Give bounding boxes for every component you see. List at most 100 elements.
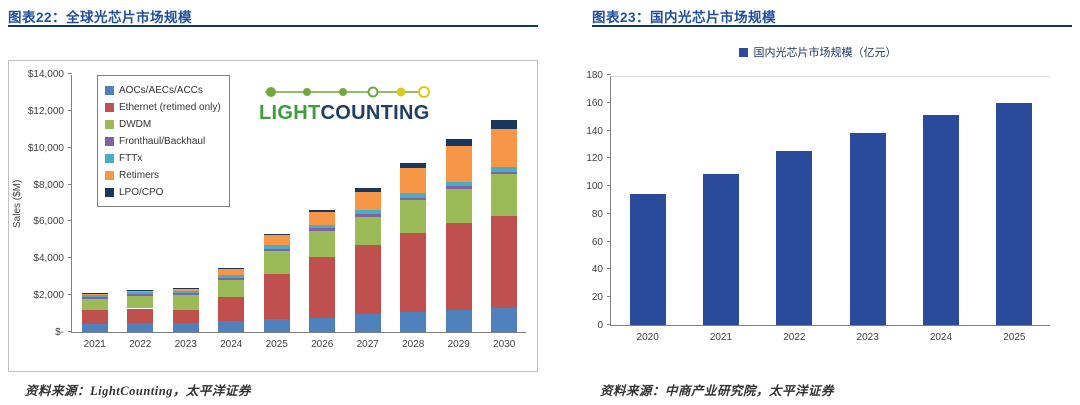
y-axis-tick-label: $-	[55, 327, 64, 338]
bar-segment	[172, 287, 199, 289]
figure22-title-underline	[8, 25, 538, 27]
y-axis-tick-mark	[68, 257, 72, 259]
legend-label: FTTx	[119, 153, 143, 164]
bar-segment	[354, 188, 381, 192]
bar-segment	[263, 245, 290, 249]
legend-item: DWDM	[105, 116, 221, 133]
bar-segment	[445, 181, 472, 187]
bar-segment	[218, 277, 245, 280]
legend-item: LPO/CPO	[105, 184, 221, 201]
x-axis-tick-label: 2025	[1003, 332, 1026, 343]
logo-beads-icon	[265, 86, 430, 98]
y-axis-tick-mark	[68, 146, 72, 148]
y-axis-tick-label: 40	[591, 264, 603, 276]
y-axis-tick-mark	[607, 157, 611, 159]
plot-area-global: $- $2,000 $4,000 $6,000 $8,000 $10,000 $12,000…	[28, 69, 526, 350]
x-axis-tick-label: 2022	[783, 332, 806, 343]
y-axis-tick-label: 60	[591, 236, 603, 248]
bar-segment	[354, 210, 381, 215]
legend-swatch	[105, 154, 114, 163]
legend-swatch	[105, 188, 114, 197]
x-axis-tick-label: 2030	[493, 339, 516, 350]
plot-area-domestic: 0 20 40 60 80 100 120 140 160 180 2020 2021 2022 2023…	[586, 70, 1050, 343]
y-axis-tick-mark	[68, 294, 72, 296]
bar-segment	[263, 319, 290, 332]
bar-segment	[127, 289, 154, 291]
bar-segment	[354, 245, 381, 314]
bar-segment	[127, 292, 154, 294]
global-optical-chip-chart: Sales ($M) AOCs/AECs/ACCs Ethernet (retim…	[8, 60, 538, 372]
legend-label: AOCs/AECs/ACCs	[119, 85, 203, 96]
bar-segment	[81, 297, 108, 299]
bar-segment	[127, 290, 154, 292]
bar-segment	[172, 322, 199, 332]
y-axis-tick-mark	[607, 212, 611, 214]
y-axis-tick-mark	[68, 220, 72, 222]
bar-segment	[263, 274, 290, 320]
x-axis-tick-label: 2021	[709, 332, 733, 343]
bar-segment	[263, 251, 290, 274]
x-axis-tick-label: 2026	[311, 339, 334, 350]
bar-segment	[400, 162, 427, 168]
bar-segment	[445, 189, 472, 224]
y-axis-tick-mark	[607, 129, 611, 131]
legend-label: Retimers	[119, 170, 160, 181]
bar-segment	[491, 215, 518, 308]
y-axis-tick-label: $2,000	[33, 290, 64, 302]
bar-segment	[354, 191, 381, 210]
bar-segment	[172, 293, 199, 296]
bar-segment	[218, 296, 245, 321]
bar	[849, 133, 886, 325]
legend-swatch	[738, 47, 748, 57]
bar-segment	[127, 294, 154, 296]
bar-segment	[354, 216, 381, 246]
y-axis-tick-label: $6,000	[33, 216, 64, 228]
y-axis-tick-mark	[607, 240, 611, 242]
y-axis-tick-label: 120	[586, 153, 603, 165]
x-axis-tick-label: 2029	[447, 339, 470, 350]
bar-segment	[309, 224, 336, 229]
bar-segment	[127, 308, 154, 324]
y-axis-tick-label: $14,000	[27, 69, 64, 80]
figure22-title: 图表22：全球光芯片市场规模	[8, 10, 193, 25]
bar-segment	[400, 197, 427, 201]
bar-segment	[218, 267, 245, 269]
x-axis-tick-label: 2024	[929, 332, 953, 343]
legend-swatch	[105, 137, 114, 146]
y-axis-tick-label: $8,000	[33, 179, 64, 191]
x-axis-tick-label: 2022	[129, 339, 152, 350]
bar-segment	[81, 295, 108, 297]
bar-segment	[81, 309, 108, 324]
y-axis-tick-mark	[607, 101, 611, 103]
y-axis-tick-label: 160	[586, 97, 603, 109]
y-axis-tick-mark	[68, 331, 72, 332]
x-axis-tick-label: 2021	[83, 339, 106, 350]
bar-segment	[309, 257, 336, 319]
x-axis-tick-label: 2020	[636, 332, 659, 343]
bar	[996, 102, 1033, 325]
bar-segment	[218, 268, 245, 275]
bar-segment	[263, 248, 290, 251]
bar-segment	[218, 274, 245, 278]
lightcounting-logo: LIGHTCOUNTING	[259, 85, 444, 125]
legend-label: DWDM	[119, 119, 152, 130]
legend-label: LPO/CPO	[119, 187, 164, 198]
legend-item: Ethernet (retimed only)	[105, 99, 221, 116]
figure23-title-underline	[592, 25, 1072, 27]
bar-segment	[263, 234, 290, 236]
legend-swatch	[105, 171, 114, 180]
x-axis-tick-label: 2023	[856, 332, 879, 343]
legend-item: AOCs/AECs/ACCs	[105, 82, 221, 99]
bar-segment	[127, 295, 154, 309]
bar-segment	[400, 311, 427, 332]
bar-segment	[81, 293, 108, 296]
bar-segment	[445, 186, 472, 190]
bar-segment	[81, 323, 108, 332]
bar-segment	[400, 232, 427, 312]
figure23-source: 资料来源：中商产业研究院，太平洋证券	[600, 384, 835, 398]
y-axis-tick-mark	[68, 109, 72, 111]
bar-segment	[309, 212, 336, 225]
y-axis-tick-label: 140	[586, 125, 603, 137]
chart-legend: AOCs/AECs/ACCs Ethernet (retimed only) DWD…	[97, 75, 230, 207]
